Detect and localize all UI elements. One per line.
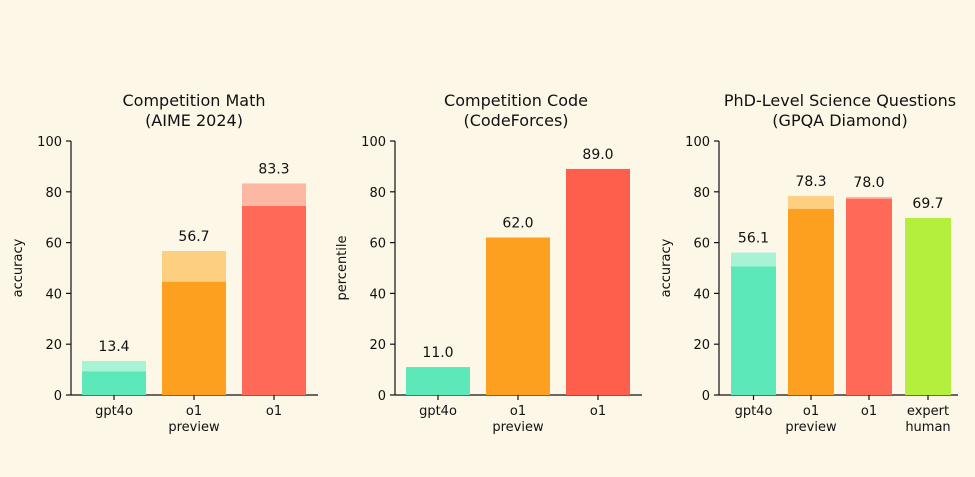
bar-value-label: 89.0: [582, 147, 613, 163]
x-tick-label: preview: [785, 420, 837, 435]
bar: [566, 168, 630, 395]
y-tick-label: 40: [369, 287, 386, 302]
bar: [486, 237, 550, 395]
bar-top-segment: [242, 183, 306, 207]
x-tick-label: o1: [803, 404, 819, 419]
bar: [846, 198, 892, 395]
y-tick-label: 20: [45, 338, 62, 353]
y-tick-label: 80: [45, 186, 62, 201]
chart-title-line: Competition Code: [444, 91, 588, 110]
bar: [82, 371, 146, 395]
x-tick-label: o1: [861, 404, 877, 419]
bar-value-label: 69.7: [912, 196, 943, 212]
x-tick-label: preview: [492, 420, 544, 435]
y-tick-label: 100: [361, 135, 386, 150]
bar-value-label: 83.3: [258, 161, 289, 177]
bar: [242, 206, 306, 395]
y-tick-label: 0: [702, 389, 710, 404]
bar-top-segment: [846, 196, 892, 199]
chart-title-line: Competition Math: [122, 91, 265, 110]
x-tick-label: o1: [510, 404, 526, 419]
y-tick-label: 40: [693, 287, 710, 302]
chart-title-line: PhD-Level Science Questions: [724, 91, 956, 110]
y-tick-label: 80: [693, 186, 710, 201]
bar-value-label: 56.7: [178, 229, 209, 245]
bar-value-label: 56.1: [738, 231, 769, 247]
y-tick-label: 20: [693, 338, 710, 353]
bar-value-label: 11.0: [422, 345, 453, 361]
bar-value-label: 78.0: [853, 175, 884, 191]
x-tick-label: gpt4o: [419, 404, 457, 419]
bar-value-label: 62.0: [502, 216, 533, 232]
chart-title-line: (CodeForces): [463, 111, 568, 130]
x-tick-label: preview: [168, 420, 220, 435]
y-tick-label: 20: [369, 338, 386, 353]
y-tick-label: 0: [54, 389, 62, 404]
y-tick-label: 40: [45, 287, 62, 302]
bar-top-segment: [162, 250, 226, 282]
y-axis-label: accuracy: [659, 238, 674, 297]
bar-value-label: 13.4: [98, 339, 129, 355]
chart-1: Competition Math(AIME 2024) accuracy 0 20 40…: [11, 91, 318, 435]
x-tick-label: o1: [590, 404, 606, 419]
chart-3: PhD-Level Science Questions(GPQA Diamond…: [659, 91, 958, 435]
bar-top-segment: [731, 252, 776, 267]
y-tick-label: 80: [369, 186, 386, 201]
chart-title-line: (GPQA Diamond): [772, 111, 907, 130]
y-tick-label: 100: [685, 135, 710, 150]
chart-2: Competition Code(CodeForces) percentile 0 2…: [335, 91, 642, 435]
bar-top-segment: [82, 360, 146, 372]
bar: [731, 266, 776, 395]
bar: [406, 367, 470, 395]
x-tick-label: o1: [186, 404, 202, 419]
y-tick-label: 60: [369, 237, 386, 252]
chart-title-line: (AIME 2024): [145, 111, 243, 130]
x-tick-label: o1: [266, 404, 282, 419]
y-tick-label: 60: [693, 237, 710, 252]
y-tick-label: 0: [378, 389, 386, 404]
y-tick-label: 100: [37, 135, 62, 150]
y-axis-label: accuracy: [11, 238, 26, 297]
bar-top-segment: [788, 196, 834, 209]
x-tick-label: gpt4o: [735, 404, 773, 419]
bar: [905, 217, 951, 395]
bar: [162, 281, 226, 395]
bar-value-label: 78.3: [795, 174, 826, 190]
x-tick-label: expert: [907, 404, 949, 419]
x-tick-label: gpt4o: [95, 404, 133, 419]
bar: [788, 208, 834, 395]
y-axis-label: percentile: [335, 235, 350, 300]
x-tick-label: human: [905, 420, 950, 435]
y-tick-label: 60: [45, 237, 62, 252]
